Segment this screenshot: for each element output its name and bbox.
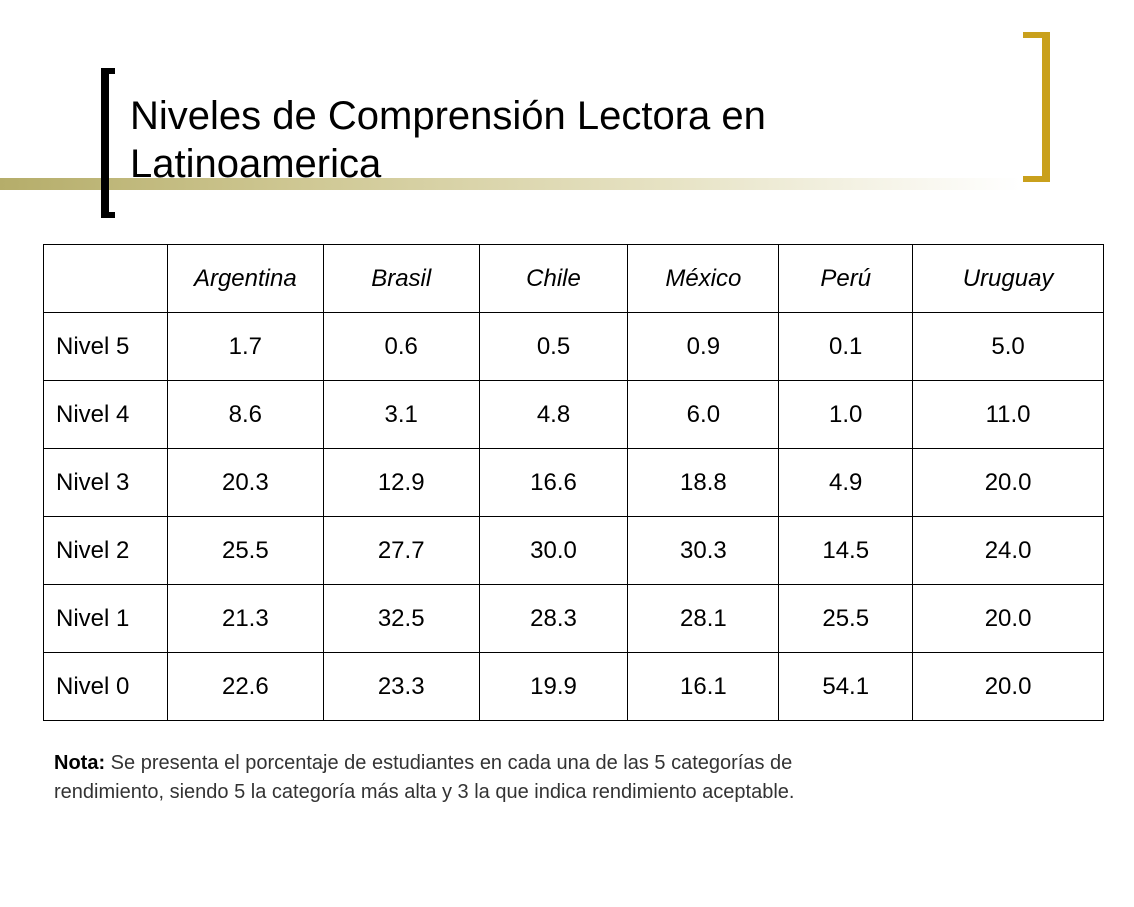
header-cell-chile: Chile [478,244,629,313]
table-row: Nivel 3 20.3 12.9 16.6 18.8 4.9 20.0 [43,448,1104,517]
table-cell: 24.0 [912,516,1104,585]
table-cell: 3.1 [322,380,480,449]
table-cell: 6.0 [627,380,780,449]
table-cell: 0.1 [778,312,914,381]
table-cell: 22.6 [166,652,324,721]
table-row: Nivel 0 22.6 23.3 19.9 16.1 54.1 20.0 [43,652,1104,721]
row-label: Nivel 5 [43,312,168,381]
row-label: Nivel 3 [43,448,168,517]
table-cell: 25.5 [778,584,914,653]
reading-levels-table: Argentina Brasil Chile México Perú Urugu… [43,244,1104,721]
note-label: Nota: [54,752,106,774]
table-cell: 4.8 [478,380,629,449]
table-header-row: Argentina Brasil Chile México Perú Urugu… [43,244,1104,313]
slide-title: Niveles de Comprensión Lectora en Latino… [130,92,1010,188]
note-text-line1: Se presenta el porcentaje de estudiantes… [110,752,793,774]
table-cell: 28.3 [478,584,629,653]
table-note: Nota: Se presenta el porcentaje de estud… [54,749,1074,807]
table-cell: 20.0 [912,584,1104,653]
table-cell: 19.9 [478,652,629,721]
table-cell: 54.1 [778,652,914,721]
table-row: Nivel 1 21.3 32.5 28.3 28.1 25.5 20.0 [43,584,1104,653]
table-cell: 5.0 [912,312,1104,381]
table-cell: 16.1 [627,652,780,721]
table-cell: 25.5 [166,516,324,585]
table-cell: 1.0 [778,380,914,449]
table-cell: 21.3 [166,584,324,653]
table-cell: 8.6 [166,380,324,449]
row-label: Nivel 0 [43,652,168,721]
table-cell: 0.5 [478,312,629,381]
table-cell: 20.0 [912,652,1104,721]
header-cell-peru: Perú [778,244,914,313]
table-row: Nivel 4 8.6 3.1 4.8 6.0 1.0 11.0 [43,380,1104,449]
row-label: Nivel 2 [43,516,168,585]
header-cell-uruguay: Uruguay [912,244,1104,313]
table-cell: 0.9 [627,312,780,381]
table-row: Nivel 2 25.5 27.7 30.0 30.3 14.5 24.0 [43,516,1104,585]
table-cell: 28.1 [627,584,780,653]
table-cell: 30.3 [627,516,780,585]
table-cell: 16.6 [478,448,629,517]
table-cell: 20.3 [166,448,324,517]
header-cell-brasil: Brasil [322,244,480,313]
header-cell-mexico: México [627,244,780,313]
row-label: Nivel 1 [43,584,168,653]
table-cell: 27.7 [322,516,480,585]
slide-title-line1: Niveles de Comprensión Lectora en [130,94,766,138]
left-bracket-decoration [101,68,115,218]
right-bracket-decoration [1023,32,1050,182]
note-text-line2: rendimiento, siendo 5 la categoría más a… [54,781,795,803]
header-cell-argentina: Argentina [166,244,324,313]
table-cell: 20.0 [912,448,1104,517]
table-cell: 0.6 [322,312,480,381]
table-cell: 14.5 [778,516,914,585]
row-label: Nivel 4 [43,380,168,449]
table-cell: 1.7 [166,312,324,381]
table-cell: 12.9 [322,448,480,517]
table-cell: 30.0 [478,516,629,585]
slide-title-line2: Latinoamerica [130,142,382,186]
table-row: Nivel 5 1.7 0.6 0.5 0.9 0.1 5.0 [43,312,1104,381]
table-cell: 32.5 [322,584,480,653]
table-cell: 18.8 [627,448,780,517]
decorative-gradient-bar [0,178,1020,190]
table-cell: 4.9 [778,448,914,517]
header-cell-empty [43,244,168,313]
table-cell: 11.0 [912,380,1104,449]
table-cell: 23.3 [322,652,480,721]
